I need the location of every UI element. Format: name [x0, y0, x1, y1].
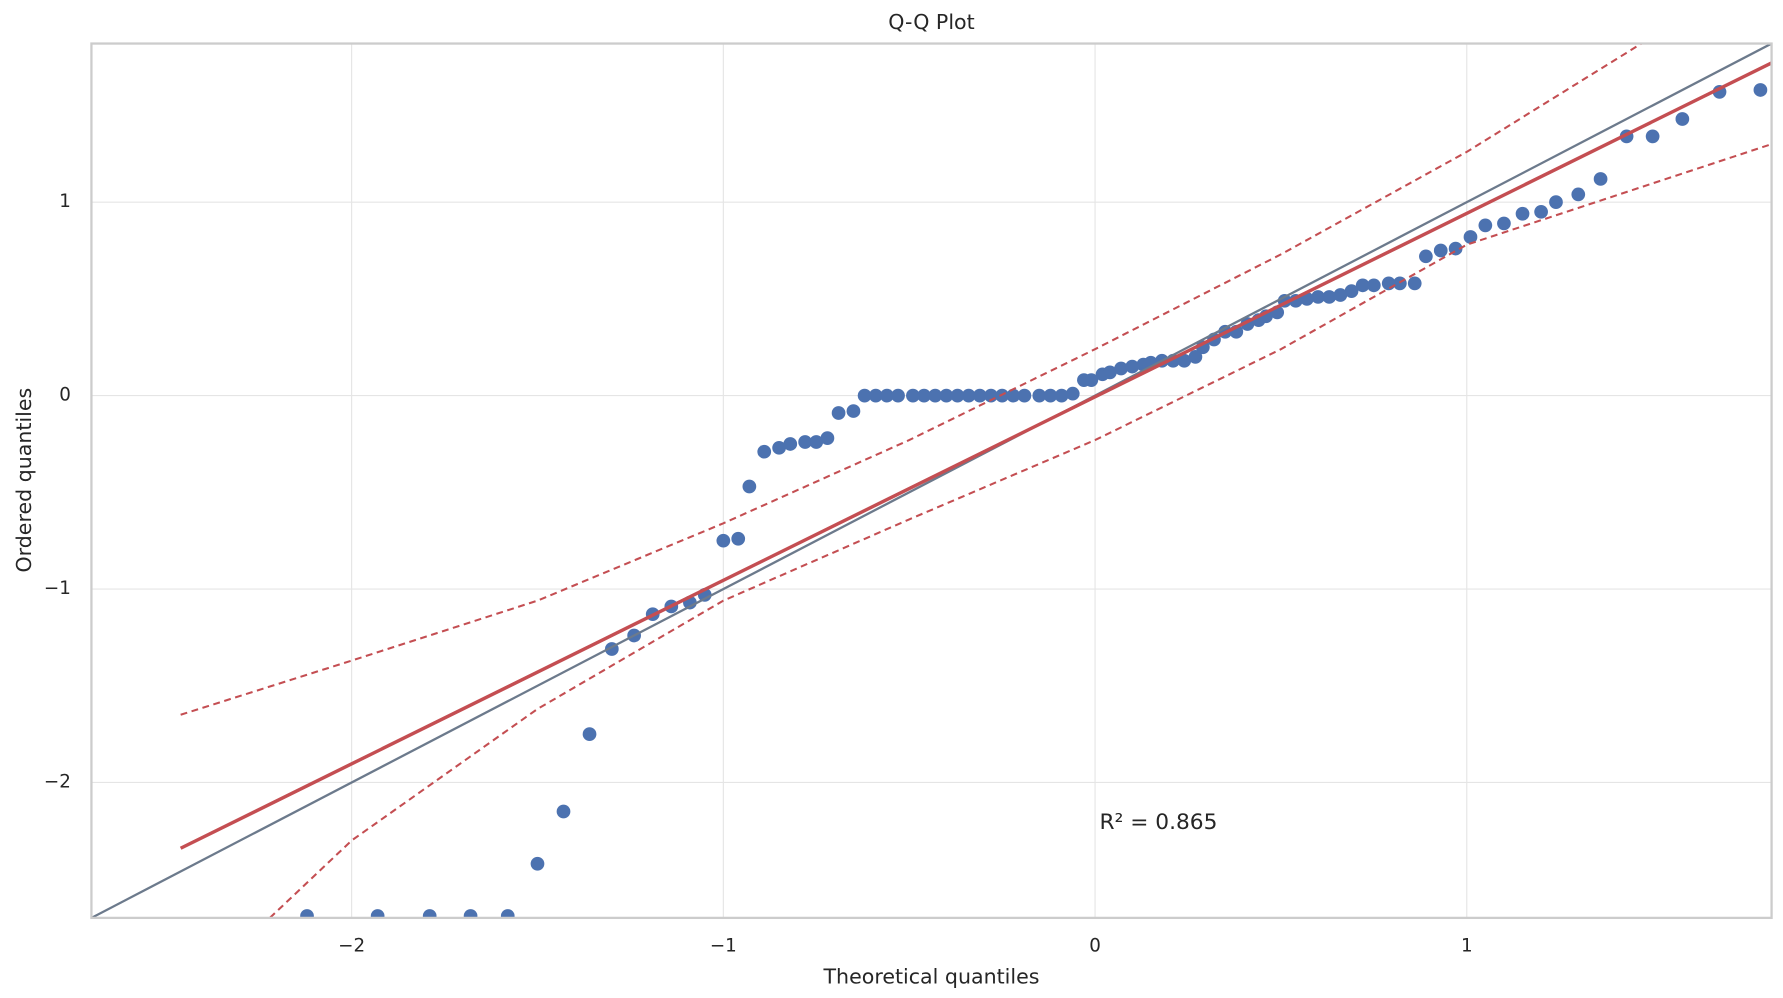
data-point — [1571, 187, 1586, 202]
data-point — [1065, 386, 1080, 401]
data-point — [783, 437, 798, 451]
data-point — [716, 533, 731, 548]
data-point — [1032, 388, 1047, 403]
data-point — [950, 388, 965, 403]
data-point — [742, 479, 757, 494]
data-point — [906, 388, 920, 403]
data-point — [1311, 290, 1325, 304]
confidence-band-upper — [180, 43, 1643, 716]
data-point — [1366, 278, 1381, 293]
data-point — [1177, 353, 1192, 368]
x-tick-label: −1 — [710, 935, 737, 956]
y-tick-label: 1 — [59, 191, 71, 212]
data-point — [1355, 278, 1370, 293]
fit-line — [179, 61, 1772, 850]
data-point — [891, 388, 905, 403]
x-tick-label: 0 — [1089, 935, 1101, 956]
data-point — [731, 531, 746, 546]
data-point — [1017, 388, 1032, 403]
data-point — [1054, 388, 1069, 403]
x-tick-label: 1 — [1461, 935, 1473, 956]
data-point — [1753, 83, 1768, 97]
data-point — [1114, 361, 1128, 376]
data-point — [370, 909, 385, 918]
data-point — [1497, 216, 1511, 231]
annotation: R² = 0.865 — [1100, 810, 1218, 835]
data-point — [961, 388, 976, 403]
x-tick-label: −2 — [338, 935, 365, 956]
data-point — [422, 909, 437, 918]
data-point — [582, 727, 597, 741]
data-point — [1407, 276, 1422, 291]
confidence-band-lower — [269, 143, 1772, 918]
data-point — [1515, 206, 1530, 221]
data-point — [798, 435, 812, 449]
data-point — [972, 388, 987, 403]
data-point — [1645, 129, 1660, 144]
y-tick-label: 0 — [59, 385, 71, 406]
data-point — [928, 388, 943, 403]
data-point — [1188, 350, 1203, 364]
data-point — [1322, 290, 1337, 304]
data-point — [1593, 172, 1608, 186]
y-tick-label: −1 — [44, 578, 71, 599]
data-point — [556, 804, 571, 819]
data-point — [831, 406, 846, 420]
data-point — [1675, 112, 1690, 126]
data-point — [1125, 359, 1140, 374]
data-point — [1006, 388, 1021, 403]
data-point — [1463, 230, 1478, 244]
data-point — [530, 856, 545, 871]
data-point — [846, 404, 861, 418]
data-point — [868, 388, 883, 403]
data-point — [1549, 195, 1563, 210]
plot-frame — [90, 42, 1773, 920]
reference-line — [91, 43, 1772, 918]
data-point — [857, 388, 872, 403]
data-point — [500, 909, 515, 918]
data-point — [820, 431, 835, 446]
data-point — [463, 909, 478, 918]
data-point — [1084, 373, 1099, 387]
data-point — [1478, 218, 1493, 233]
data-point — [772, 440, 786, 455]
data-point — [1103, 365, 1117, 380]
chart-title: Q-Q Plot — [888, 10, 974, 34]
data-point — [1333, 288, 1348, 302]
data-point — [939, 388, 954, 403]
x-axis-label: Theoretical quantiles — [823, 964, 1040, 988]
y-tick-label: −2 — [44, 771, 71, 792]
data-point — [1043, 388, 1058, 403]
data-point — [809, 435, 824, 449]
data-point — [757, 444, 772, 459]
data-point — [1534, 204, 1548, 219]
data-point — [880, 388, 894, 403]
data-point — [1344, 284, 1359, 298]
y-axis-label: Ordered quantiles — [12, 388, 36, 573]
data-point — [1433, 243, 1448, 258]
data-point — [1419, 249, 1433, 264]
data-point — [917, 388, 931, 403]
data-point — [300, 909, 314, 918]
